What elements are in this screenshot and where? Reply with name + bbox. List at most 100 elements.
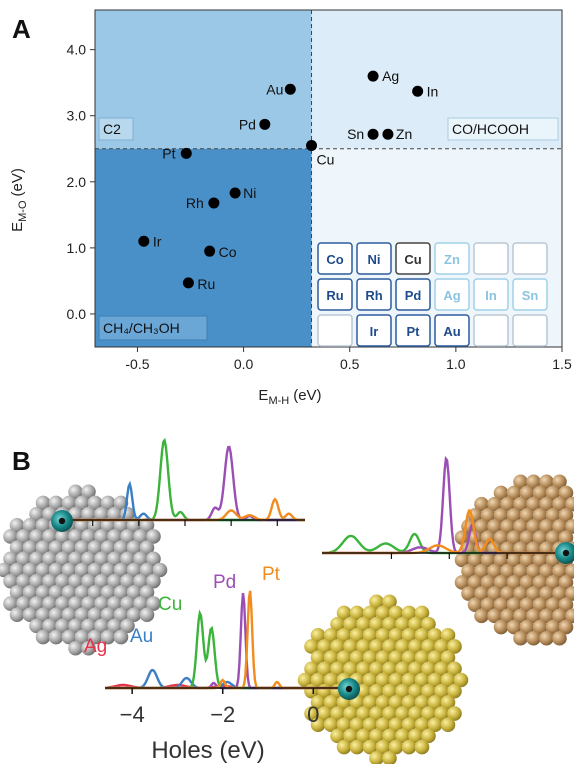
atom bbox=[440, 672, 456, 688]
atom bbox=[304, 706, 319, 721]
atom bbox=[120, 529, 135, 544]
atom bbox=[532, 552, 548, 568]
atom bbox=[74, 518, 90, 533]
x-axis-title: EM-H (eV) bbox=[258, 387, 321, 407]
atom bbox=[467, 597, 483, 612]
atom bbox=[94, 618, 109, 634]
atom bbox=[487, 608, 502, 624]
atom bbox=[532, 530, 548, 545]
atom bbox=[55, 573, 70, 589]
atom bbox=[120, 596, 135, 611]
atom bbox=[382, 728, 397, 744]
atom bbox=[146, 573, 161, 589]
atom bbox=[519, 530, 535, 545]
x-axis-symbol: E bbox=[258, 387, 268, 404]
atom bbox=[336, 739, 352, 755]
atom bbox=[48, 629, 64, 645]
atom bbox=[16, 551, 31, 567]
atom bbox=[349, 628, 365, 643]
atom bbox=[447, 639, 462, 654]
atom bbox=[506, 485, 522, 501]
atom bbox=[35, 629, 51, 645]
atom bbox=[330, 728, 345, 744]
y-tick-label: 2.0 bbox=[67, 174, 87, 190]
atom bbox=[87, 585, 103, 600]
periodic-cell-symbol: Cu bbox=[404, 252, 421, 267]
atom bbox=[68, 529, 83, 544]
atom bbox=[454, 530, 470, 545]
y-axis-title: EM-O (eV) bbox=[9, 168, 29, 232]
data-point-ru bbox=[182, 277, 194, 289]
periodic-cell: Sn bbox=[512, 278, 548, 311]
atom bbox=[414, 605, 430, 621]
periodic-cell-box bbox=[356, 314, 392, 347]
atom bbox=[310, 695, 326, 710]
atom bbox=[440, 650, 456, 665]
atom bbox=[493, 575, 509, 590]
atom bbox=[513, 563, 528, 579]
periodic-cell-box bbox=[512, 242, 548, 275]
x-axis-subscript: M-H bbox=[268, 395, 289, 407]
atom bbox=[526, 474, 541, 490]
atom bbox=[539, 586, 554, 601]
x-tick-label: 1.5 bbox=[552, 356, 572, 372]
atom bbox=[539, 630, 554, 646]
atom bbox=[120, 618, 135, 634]
series-label-pd: Pd bbox=[213, 572, 236, 593]
atom bbox=[493, 530, 509, 545]
atom bbox=[395, 706, 410, 721]
atom bbox=[552, 496, 567, 512]
atom bbox=[421, 706, 436, 721]
atom bbox=[427, 695, 443, 710]
atom bbox=[107, 618, 122, 634]
atom bbox=[42, 618, 57, 634]
atom bbox=[139, 540, 155, 555]
atom bbox=[74, 562, 90, 578]
atom bbox=[100, 629, 116, 645]
periodic-cell: Ni bbox=[356, 242, 392, 275]
atom bbox=[545, 530, 561, 545]
atom bbox=[323, 628, 339, 643]
atom bbox=[152, 562, 168, 578]
atom bbox=[61, 540, 77, 555]
atom bbox=[421, 661, 436, 677]
atom bbox=[336, 650, 352, 665]
dos-x-axis-title: Holes (eV) bbox=[151, 737, 264, 764]
atom bbox=[87, 540, 103, 555]
x-tick-label: 0.5 bbox=[340, 356, 360, 372]
atom bbox=[474, 586, 489, 601]
periodic-cell bbox=[473, 242, 509, 275]
atom bbox=[408, 728, 423, 744]
atom bbox=[558, 619, 574, 635]
periodic-cell-box bbox=[395, 278, 431, 311]
periodic-cell-box bbox=[356, 242, 392, 275]
dos-plots: −4 −2 0 bbox=[51, 437, 574, 727]
point-label-ir: Ir bbox=[153, 233, 162, 249]
atom bbox=[9, 540, 25, 555]
atom bbox=[35, 495, 51, 511]
atom bbox=[500, 496, 515, 512]
point-label-ru: Ru bbox=[197, 276, 215, 292]
point-label-ag: Ag bbox=[382, 68, 399, 84]
atom bbox=[133, 573, 148, 589]
atom bbox=[480, 597, 496, 612]
atom bbox=[513, 586, 528, 601]
atom bbox=[454, 575, 470, 590]
point-label-pt: Pt bbox=[162, 145, 175, 161]
atom bbox=[55, 551, 70, 567]
atom bbox=[94, 506, 109, 522]
atom bbox=[414, 739, 430, 755]
atom bbox=[375, 650, 391, 665]
atom bbox=[55, 529, 70, 544]
atom bbox=[107, 551, 122, 567]
atom bbox=[100, 495, 116, 511]
periodic-cell-symbol: Rh bbox=[365, 288, 382, 303]
atom bbox=[310, 628, 326, 643]
data-point-in bbox=[412, 85, 424, 97]
atom bbox=[68, 484, 83, 500]
atom bbox=[382, 750, 397, 764]
y-axis-symbol: E bbox=[9, 222, 26, 232]
atom bbox=[87, 495, 103, 511]
periodic-cell-symbol: Ir bbox=[370, 324, 379, 339]
atom bbox=[100, 540, 116, 555]
